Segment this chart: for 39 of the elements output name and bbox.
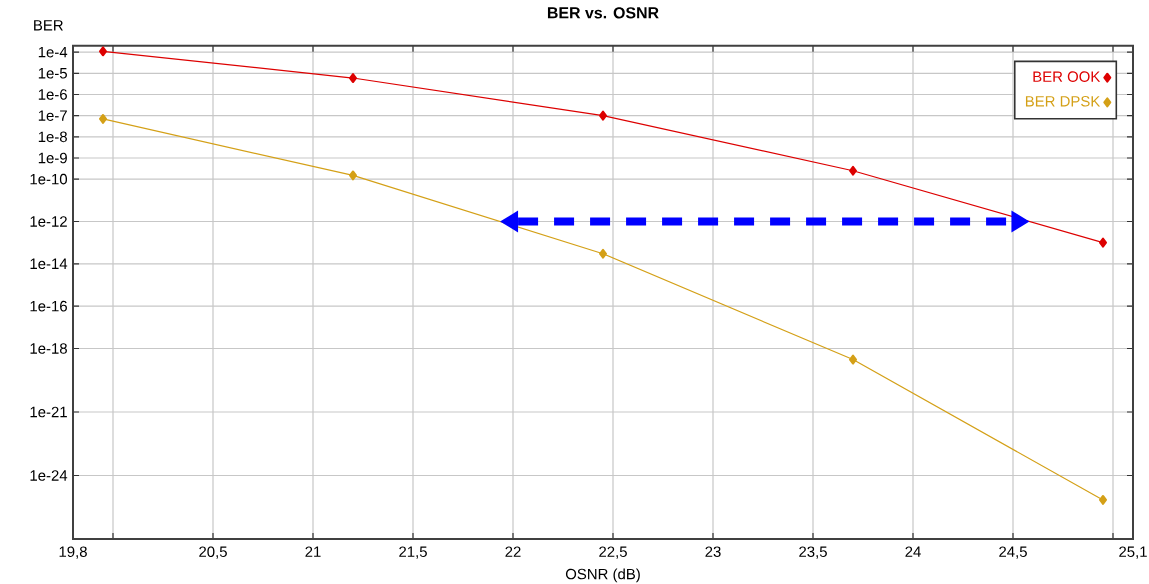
x-tick-label: 21 [305, 546, 321, 557]
legend-label: BER DPSK [1025, 96, 1101, 107]
legend-label: BER OOK [1033, 71, 1101, 82]
point [849, 354, 857, 365]
y-tick-label: 1e-12 [30, 216, 67, 227]
point [1099, 494, 1107, 505]
x-tick-label: 21,5 [399, 546, 427, 559]
y-tick-label: 1e-24 [30, 470, 68, 481]
y-tick-label: 1e-6 [38, 89, 67, 100]
point [99, 46, 107, 57]
y-tick-label: 1e-18 [30, 343, 67, 354]
x-tick-label: 25,1 [1119, 546, 1147, 559]
y-tick-label: 1e-21 [30, 406, 67, 418]
y-tick-label: 1e-7 [38, 110, 67, 121]
x-axis-title: OSNR (dB) [565, 568, 640, 583]
y-tick-label: 1e-9 [38, 152, 67, 164]
chart-title: BER vs. OSNR [547, 7, 659, 19]
y-tick-label: 1e-16 [30, 300, 67, 312]
x-tick-label: 20,5 [199, 546, 227, 559]
x-tick-label: 23 [705, 546, 721, 557]
point [599, 248, 607, 259]
y-tick-label: 1e-14 [30, 258, 68, 270]
point [1099, 237, 1107, 248]
point [349, 73, 357, 84]
point [849, 165, 857, 176]
x-tick-label: 22 [505, 546, 521, 557]
x-tick-label: 23,5 [799, 546, 827, 559]
x-tick-label: 19,8 [59, 546, 87, 559]
x-tick-label: 22,5 [599, 546, 627, 559]
point [349, 170, 357, 181]
x-tick-label: 24 [905, 546, 921, 557]
y-axis-title: BER [34, 20, 63, 31]
y-tick-label: 1e-10 [30, 173, 68, 185]
x-tick-label: 24,5 [999, 546, 1027, 559]
y-tick-label: 1e-4 [38, 46, 68, 58]
point [99, 113, 107, 124]
y-tick-label: 1e-8 [38, 131, 67, 143]
point [599, 110, 607, 121]
y-tick-label: 1e-5 [38, 68, 67, 79]
